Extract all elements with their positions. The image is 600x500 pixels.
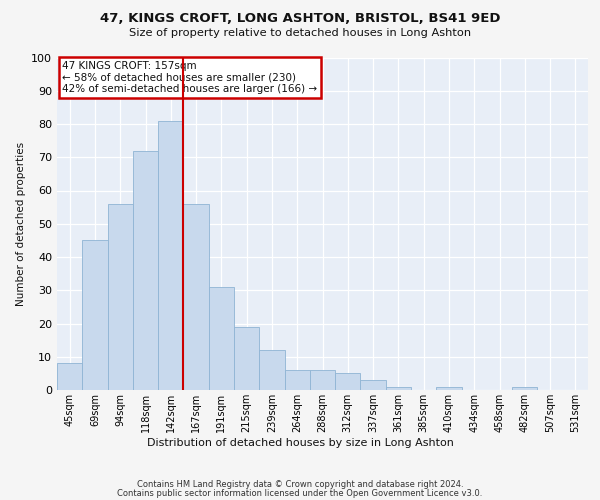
Bar xyxy=(361,380,386,390)
Bar xyxy=(234,327,259,390)
Bar xyxy=(310,370,335,390)
Bar xyxy=(512,386,538,390)
Bar xyxy=(184,204,209,390)
Text: 47 KINGS CROFT: 157sqm
← 58% of detached houses are smaller (230)
42% of semi-de: 47 KINGS CROFT: 157sqm ← 58% of detached… xyxy=(62,61,317,94)
Bar xyxy=(158,120,184,390)
Bar xyxy=(386,386,411,390)
Text: 47, KINGS CROFT, LONG ASHTON, BRISTOL, BS41 9ED: 47, KINGS CROFT, LONG ASHTON, BRISTOL, B… xyxy=(100,12,500,26)
Bar xyxy=(436,386,461,390)
Bar xyxy=(209,287,234,390)
Text: Size of property relative to detached houses in Long Ashton: Size of property relative to detached ho… xyxy=(129,28,471,38)
Y-axis label: Number of detached properties: Number of detached properties xyxy=(16,142,26,306)
Text: Contains HM Land Registry data © Crown copyright and database right 2024.: Contains HM Land Registry data © Crown c… xyxy=(137,480,463,489)
Bar xyxy=(335,374,361,390)
Text: Contains public sector information licensed under the Open Government Licence v3: Contains public sector information licen… xyxy=(118,489,482,498)
Bar xyxy=(82,240,107,390)
Text: Distribution of detached houses by size in Long Ashton: Distribution of detached houses by size … xyxy=(146,438,454,448)
Bar xyxy=(133,150,158,390)
Bar xyxy=(57,364,82,390)
Bar xyxy=(107,204,133,390)
Bar xyxy=(284,370,310,390)
Bar xyxy=(259,350,284,390)
